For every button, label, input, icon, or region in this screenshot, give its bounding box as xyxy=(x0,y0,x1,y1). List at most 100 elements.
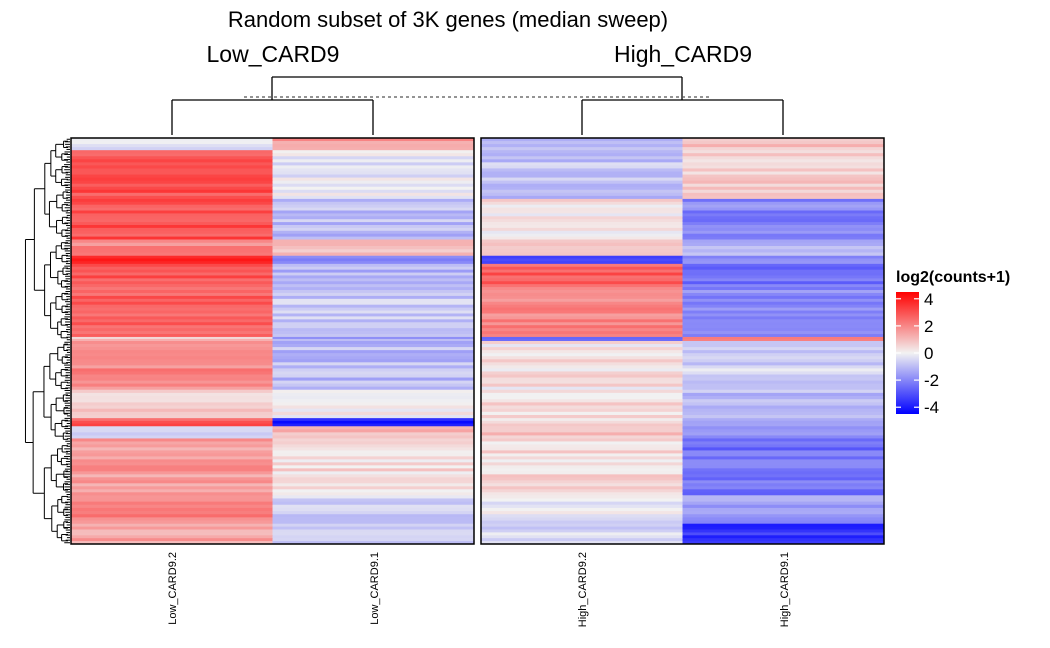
heatmap-cell xyxy=(682,501,885,506)
heatmap-cell xyxy=(272,511,475,515)
heatmap-cell xyxy=(682,269,885,273)
heatmap-cell xyxy=(272,538,475,542)
heatmap-cell xyxy=(272,192,475,197)
heatmap-cell xyxy=(682,411,885,416)
heatmap-cell xyxy=(272,377,475,381)
heatmap-cell xyxy=(682,511,885,515)
heatmap-cell xyxy=(71,225,273,229)
heatmap-cell xyxy=(682,507,885,512)
heatmap-cell xyxy=(272,392,475,397)
heatmap-cell xyxy=(682,207,885,211)
heatmap-cell xyxy=(272,186,475,191)
heatmap-cell xyxy=(481,538,683,542)
heatmap-cell xyxy=(272,207,475,211)
heatmap-cell xyxy=(481,418,683,422)
heatmap-cell xyxy=(71,219,273,223)
heatmap-cell xyxy=(272,517,475,521)
chart-title: Random subset of 3K genes (median sweep) xyxy=(228,7,668,32)
heatmap-cell xyxy=(71,278,273,282)
heatmap-cell xyxy=(272,307,475,311)
heatmap-cell xyxy=(272,165,475,169)
heatmap-cell xyxy=(272,380,475,385)
heatmap-cell xyxy=(71,541,273,545)
heatmap-cell xyxy=(272,150,475,154)
heatmap-cell xyxy=(481,368,683,372)
heatmap-cell xyxy=(682,529,885,533)
heatmap-cell xyxy=(682,365,885,369)
heatmap-cell xyxy=(682,233,885,237)
heatmap-cell xyxy=(481,405,683,410)
heatmap-cell xyxy=(71,201,273,206)
heatmap-cell xyxy=(272,420,475,424)
heatmap-cell xyxy=(682,287,885,291)
heatmap-cell xyxy=(682,255,885,259)
heatmap-cell xyxy=(682,258,885,262)
heatmap-cell xyxy=(272,278,475,282)
heatmap-cell xyxy=(272,295,475,300)
heatmap-cell xyxy=(71,213,273,217)
heatmap-cell xyxy=(481,325,683,329)
heatmap-cell xyxy=(481,377,683,381)
heatmap-cell xyxy=(272,414,475,419)
heatmap-cell xyxy=(71,189,273,194)
heatmap-cell xyxy=(481,523,683,527)
heatmap-cell xyxy=(682,495,885,499)
heatmap-cell xyxy=(481,420,683,424)
heatmap-cell xyxy=(481,180,683,185)
heatmap-cell xyxy=(272,159,475,163)
heatmap-cell xyxy=(481,336,683,340)
heatmap-cell xyxy=(71,465,273,469)
heatmap-cell xyxy=(682,278,885,282)
heatmap-cell xyxy=(682,138,885,142)
heatmap-cell xyxy=(682,298,885,303)
heatmap-cell xyxy=(71,338,273,342)
heatmap-cell xyxy=(71,313,273,317)
heatmap-cell xyxy=(71,396,273,400)
heatmap-cell xyxy=(481,414,683,419)
heatmap-cell xyxy=(682,447,885,451)
heatmap-cell xyxy=(481,159,683,163)
heatmap-cell xyxy=(71,138,273,142)
heatmap-cell xyxy=(481,313,683,317)
heatmap-cell xyxy=(481,233,683,237)
heatmap-cell xyxy=(71,301,273,306)
heatmap-cell xyxy=(682,465,885,469)
heatmap-cell xyxy=(71,495,273,499)
heatmap-cell xyxy=(272,227,475,232)
heatmap-cell xyxy=(682,504,885,509)
heatmap-cell xyxy=(272,249,475,253)
heatmap-cell xyxy=(71,408,273,413)
heatmap-cell xyxy=(481,153,683,157)
heatmap-cell xyxy=(481,468,683,472)
legend-color-bar xyxy=(896,292,919,414)
heatmap-cell xyxy=(71,418,273,422)
heatmap-cell xyxy=(682,498,885,502)
heatmap-cell xyxy=(71,480,273,484)
heatmap-cell xyxy=(682,230,885,235)
row-dendrogram xyxy=(24,138,70,544)
heatmap-cell xyxy=(272,423,475,427)
heatmap-cell xyxy=(71,402,273,406)
heatmap-cell xyxy=(71,538,273,542)
heatmap-cell xyxy=(272,195,475,200)
heatmap-cell xyxy=(481,450,683,454)
heatmap-cell xyxy=(272,162,475,166)
heatmap-cell xyxy=(71,347,273,351)
heatmap-cell xyxy=(682,183,885,188)
heatmap-cell xyxy=(481,227,683,232)
heatmap-cell xyxy=(481,255,683,259)
heatmap-cell xyxy=(272,405,475,410)
heatmap-cell xyxy=(71,263,273,268)
heatmap-cell xyxy=(481,258,683,262)
heatmap-cell xyxy=(71,216,273,220)
legend-tick-label: -2 xyxy=(924,371,939,390)
heatmap-cell xyxy=(682,325,885,329)
heatmap-cell xyxy=(71,319,273,323)
heatmap-cell xyxy=(682,462,885,466)
heatmap-cell xyxy=(481,213,683,217)
heatmap-cell xyxy=(481,501,683,506)
heatmap-cell xyxy=(71,168,273,172)
heatmap-cell xyxy=(682,405,885,410)
heatmap-cell xyxy=(481,444,683,448)
heatmap-cell xyxy=(71,255,273,259)
